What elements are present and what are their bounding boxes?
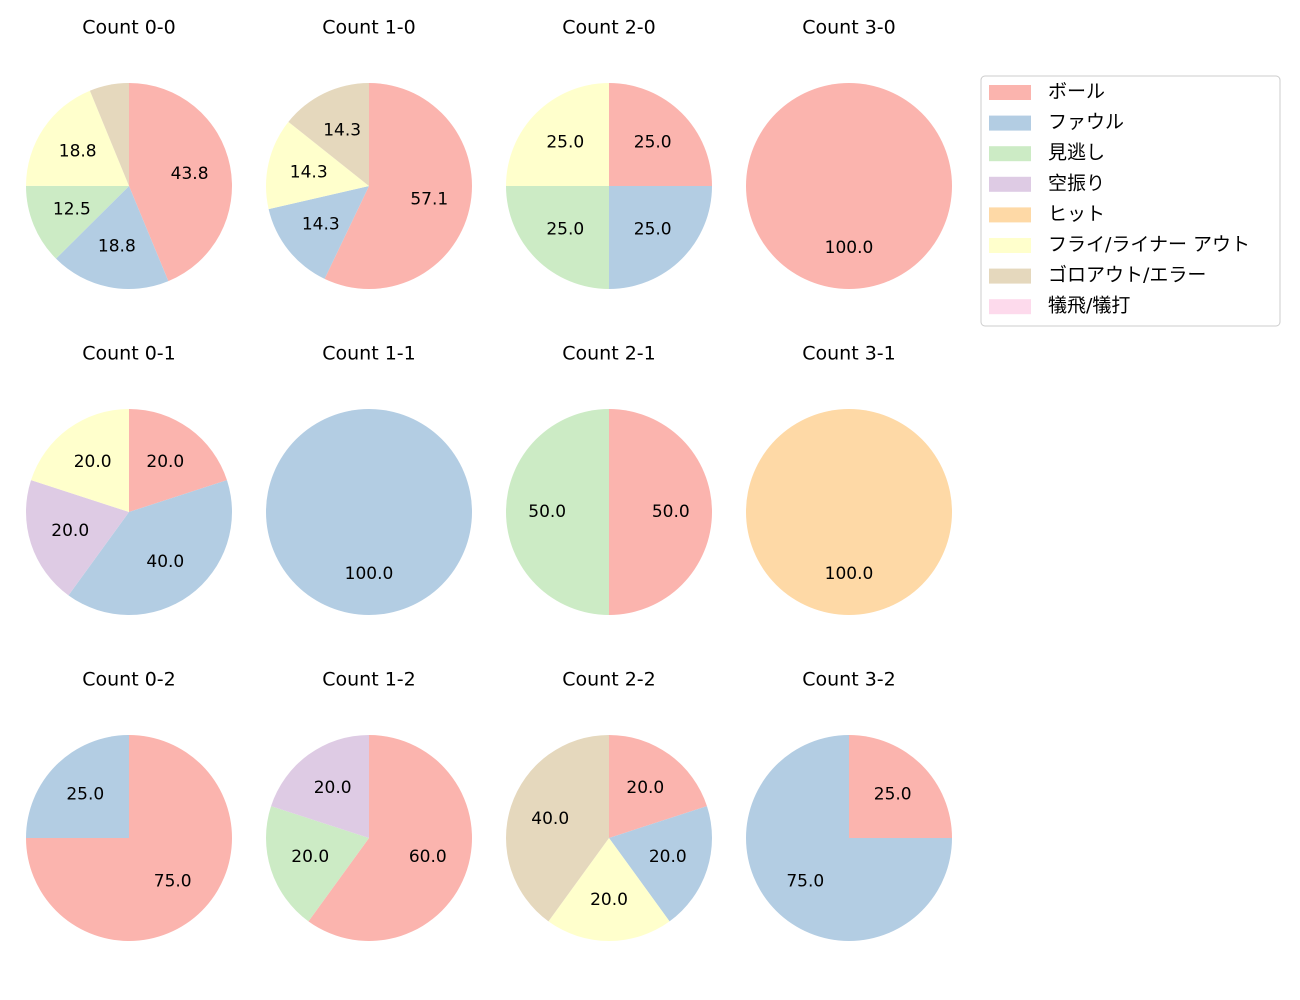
legend-label: フライ/ライナー アウト (1048, 234, 1250, 256)
legend-label: 犠飛/犠打 (1048, 295, 1130, 317)
slice-label: 25.0 (874, 784, 912, 804)
legend-swatch (989, 207, 1031, 223)
slice-label: 25.0 (634, 132, 672, 152)
pie-slice (31, 409, 129, 512)
slice-label: 20.0 (626, 778, 664, 798)
pie-slice (265, 121, 369, 210)
pie-slice (746, 735, 952, 941)
pie-slice (89, 83, 129, 186)
legend-label: ゴロアウト/エラー (1048, 264, 1206, 286)
pie-slice (506, 186, 609, 289)
slice-label: 14.3 (323, 120, 361, 140)
slice-label: 14.3 (290, 162, 328, 182)
legend-swatch (989, 85, 1031, 100)
pie-slice (746, 83, 952, 289)
pie-slice (506, 409, 609, 615)
pie-slice (746, 409, 952, 615)
legend-label: 空振り (1048, 172, 1105, 194)
slice-label: 40.0 (531, 809, 569, 829)
legend-label: ボール (1048, 81, 1105, 103)
pie-slice (505, 735, 609, 922)
slice-label: 20.0 (74, 452, 112, 472)
pie-title: Count 3-0 (802, 17, 896, 39)
pie-slice (308, 735, 473, 942)
slice-label: 25.0 (546, 132, 584, 152)
pie-title: Count 3-2 (802, 669, 896, 691)
pie-title: Count 3-1 (802, 343, 896, 365)
pie-title: Count 2-2 (562, 669, 656, 691)
slice-label: 20.0 (51, 521, 89, 541)
pie-title: Count 2-0 (562, 17, 656, 39)
slice-label: 20.0 (146, 452, 184, 472)
pie-slice (609, 409, 712, 615)
pie-slice (25, 185, 129, 259)
slice-label: 57.1 (410, 190, 448, 210)
legend-label: ファウル (1048, 111, 1124, 133)
pie-slice (849, 735, 952, 838)
slice-label: 20.0 (291, 847, 329, 867)
legend-box (980, 75, 1281, 327)
slice-label: 50.0 (528, 502, 566, 522)
slice-label: 20.0 (590, 890, 628, 910)
slice-label: 75.0 (786, 872, 824, 892)
pie-title: Count 0-1 (82, 343, 176, 365)
legend-label: ヒット (1048, 203, 1105, 225)
pie-slice (129, 83, 232, 282)
slice-label: 43.8 (171, 164, 209, 184)
legend-swatch (989, 176, 1031, 192)
pie-slice (271, 735, 369, 838)
pie-slice (26, 480, 129, 596)
pie-slice (266, 409, 472, 615)
slice-label: 100.0 (825, 238, 874, 258)
pie-slice (609, 735, 707, 838)
pie-title: Count 1-2 (322, 669, 416, 691)
slice-label: 20.0 (314, 778, 352, 798)
legend-label: 見逃し (1048, 142, 1105, 164)
pie-slice (129, 409, 227, 512)
pie-slice (609, 83, 712, 186)
pie-title: Count 1-0 (322, 17, 416, 39)
slice-label: 20.0 (649, 847, 687, 867)
legend-swatch (989, 299, 1031, 315)
pie-slice (68, 480, 232, 615)
pie-slice (609, 806, 712, 922)
pie-slice (55, 186, 169, 290)
pie-slice (26, 735, 129, 838)
pie-slice (266, 806, 369, 922)
slice-label: 18.8 (59, 142, 97, 162)
slice-label: 50.0 (652, 502, 690, 522)
slice-label: 25.0 (66, 784, 104, 804)
pie-slice (548, 838, 670, 941)
legend-swatch (989, 238, 1031, 253)
slice-label: 40.0 (146, 552, 184, 572)
legend-swatch (989, 146, 1031, 162)
slice-label: 18.8 (98, 237, 136, 257)
slice-label: 60.0 (409, 847, 447, 867)
pie-slice (288, 83, 369, 186)
pie-title: Count 0-0 (82, 17, 176, 39)
pie-slice (609, 186, 712, 289)
pie-title: Count 1-1 (322, 343, 416, 365)
slice-label: 75.0 (154, 872, 192, 892)
pie-title: Count 2-1 (562, 343, 656, 365)
legend-swatch (989, 115, 1031, 131)
slice-label: 25.0 (634, 220, 672, 240)
pie-slice (506, 83, 609, 186)
slice-label: 100.0 (345, 564, 394, 584)
pie-slice (324, 83, 472, 290)
pie-slice (268, 186, 369, 279)
pie-slice (26, 90, 130, 186)
slice-label: 100.0 (825, 564, 874, 584)
slice-label: 14.3 (302, 215, 340, 235)
slice-label: 25.0 (546, 220, 584, 240)
pie-title: Count 0-2 (82, 669, 176, 691)
slice-label: 12.5 (53, 200, 91, 220)
legend-swatch (989, 268, 1031, 284)
